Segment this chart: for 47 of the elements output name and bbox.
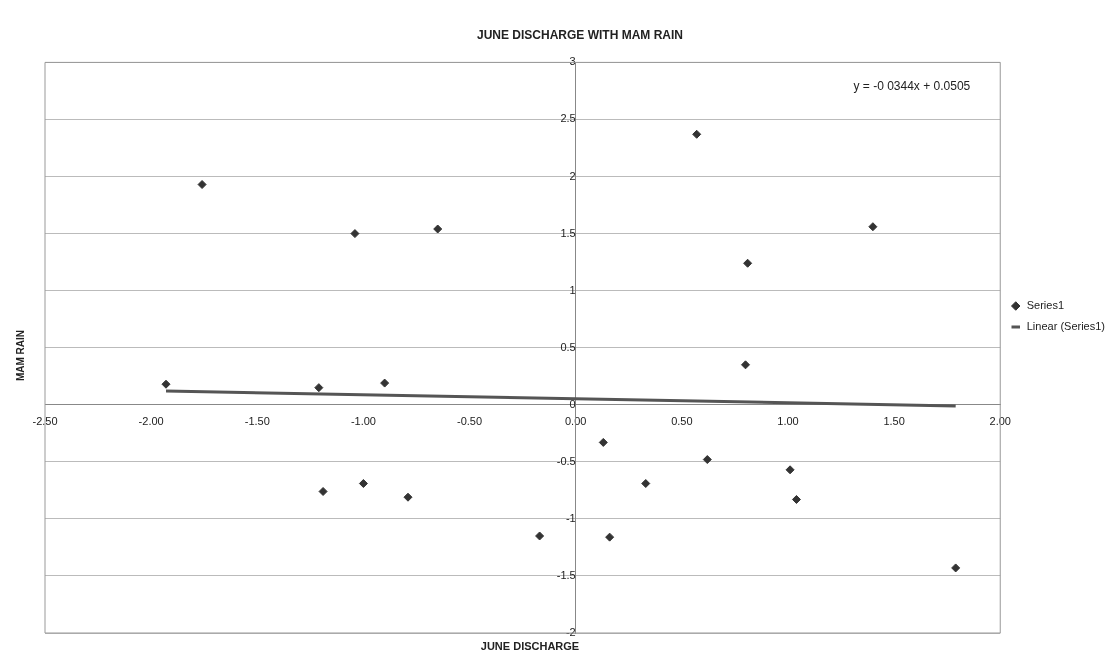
point bbox=[318, 486, 328, 496]
point bbox=[350, 229, 360, 239]
x-tick-label: 0.50 bbox=[671, 415, 693, 428]
point bbox=[702, 455, 712, 465]
point bbox=[692, 129, 702, 139]
x-tick-label: -1.00 bbox=[350, 415, 376, 428]
point bbox=[951, 563, 961, 573]
chart-title: JUNE DISCHARGE WITH MAM RAIN bbox=[477, 27, 683, 42]
x-tick-label: -2.50 bbox=[32, 415, 58, 428]
y-tick-label: -2 bbox=[565, 626, 576, 639]
y-tick-label: 2 bbox=[569, 169, 576, 182]
point bbox=[868, 222, 878, 232]
point bbox=[403, 492, 413, 502]
y-tick-label: -1.5 bbox=[556, 568, 576, 581]
x-tick-label: 1.00 bbox=[777, 415, 799, 428]
annotation: y = -0 0344x + 0.0505 bbox=[853, 79, 971, 94]
point bbox=[358, 479, 368, 488]
point bbox=[641, 479, 651, 488]
legend-label: Series1 bbox=[1026, 299, 1065, 312]
point bbox=[743, 258, 753, 268]
x-tick-label: -2.00 bbox=[138, 415, 164, 428]
y-tick-label: -0.5 bbox=[556, 454, 576, 467]
point bbox=[598, 437, 608, 447]
y-tick-label: 3 bbox=[569, 55, 576, 68]
y-tick-label: -1 bbox=[565, 511, 576, 524]
x-tick-label: -1.50 bbox=[244, 415, 270, 428]
y-tick-label: 0 bbox=[569, 397, 576, 410]
legend-label: Linear (Series1) bbox=[1026, 320, 1106, 333]
point bbox=[314, 383, 324, 393]
point bbox=[535, 531, 545, 541]
point bbox=[605, 532, 615, 542]
point bbox=[791, 494, 801, 504]
x-tick-label: -0.50 bbox=[457, 415, 483, 428]
x-tick-label: 1.50 bbox=[883, 415, 905, 428]
point bbox=[433, 224, 443, 234]
point bbox=[197, 180, 207, 190]
x-tick-label: 2.00 bbox=[989, 415, 1011, 428]
point bbox=[161, 379, 171, 389]
y-tick-label: 1 bbox=[569, 283, 576, 296]
y-axis-title: MAM RAIN bbox=[14, 328, 26, 384]
y-tick-label: 2.5 bbox=[560, 112, 576, 125]
y-tick-label: 1.5 bbox=[560, 226, 576, 239]
point bbox=[741, 360, 751, 370]
point bbox=[785, 465, 795, 475]
point bbox=[380, 378, 390, 388]
x-axis-title: JUNE DISCHARGE bbox=[479, 640, 581, 652]
y-tick-label: 0.5 bbox=[560, 340, 576, 353]
